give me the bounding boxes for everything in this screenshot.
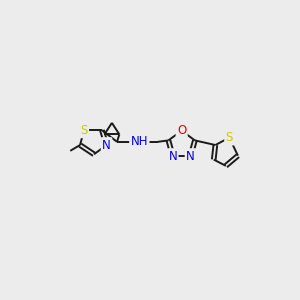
Text: S: S	[80, 124, 88, 137]
Text: N: N	[168, 150, 177, 163]
Text: N: N	[102, 139, 111, 152]
Text: NH: NH	[130, 135, 148, 148]
Text: O: O	[177, 124, 186, 137]
Text: S: S	[226, 131, 233, 144]
Text: N: N	[186, 150, 195, 163]
